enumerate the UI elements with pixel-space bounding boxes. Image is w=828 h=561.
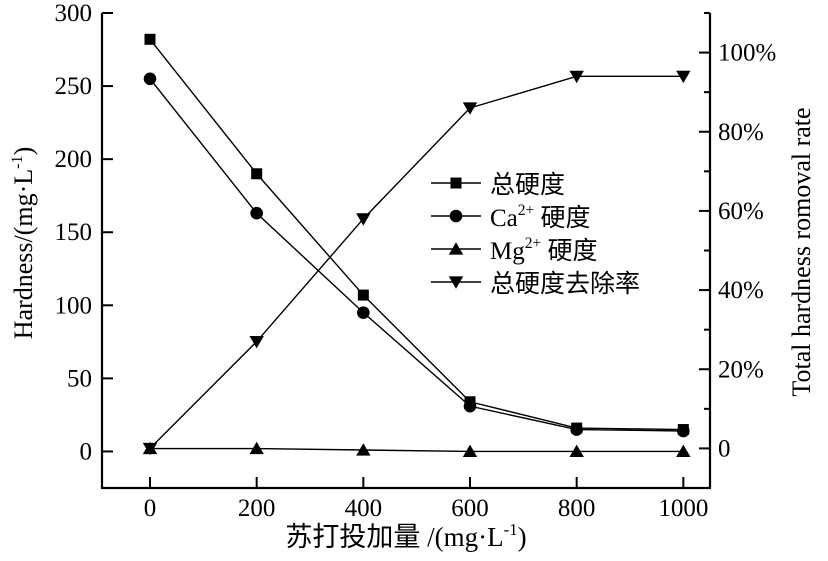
x-axis-title-close: ) xyxy=(517,522,527,552)
left-axis-tick-label: 250 xyxy=(55,73,93,100)
square-marker xyxy=(144,33,156,45)
triangle-up-marker xyxy=(569,444,584,458)
legend-sample-circle xyxy=(431,209,481,222)
x-axis-tick-label: 1000 xyxy=(658,495,708,522)
right-axis-tick-label: 0 xyxy=(718,435,731,462)
left-axis-tick-label: 50 xyxy=(67,365,92,392)
right-axis-title-text: Total hardness romoval rate xyxy=(787,107,816,397)
legend-label: Mg2+ 硬度 xyxy=(490,231,598,267)
right-axis-tick-label: 20% xyxy=(718,356,764,383)
legend: 总硬度 Ca2+ 硬度 Mg2+ 硬度 总硬度去除率 xyxy=(430,166,640,298)
legend-label-text: Ca xyxy=(490,204,518,232)
triangle-down-marker xyxy=(142,442,158,456)
left-axis-tick-label: 150 xyxy=(55,219,93,246)
legend-label-text: 总硬度去除率 xyxy=(490,270,641,298)
x-axis-tick-label: 0 xyxy=(144,495,157,522)
circle-marker xyxy=(449,209,463,222)
left-axis-tick-label: 200 xyxy=(55,146,93,173)
circle-marker xyxy=(463,399,477,413)
legend-label-sup: 2+ xyxy=(524,235,542,253)
legend-label: Ca2+ 硬度 xyxy=(490,198,591,234)
right-axis-tick-label: 80% xyxy=(718,119,764,146)
triangle-down-marker xyxy=(569,70,584,84)
x-axis-title-sup: -1 xyxy=(503,520,518,540)
left-axis-tick-label: 0 xyxy=(80,438,93,465)
series-triangle-up xyxy=(142,441,691,458)
series-line xyxy=(149,38,684,431)
legend-item-triangle-down: 总硬度去除率 xyxy=(430,265,640,298)
series-line xyxy=(150,447,684,453)
x-axis-tick-label: 600 xyxy=(451,495,489,522)
legend-label-post: 硬度 xyxy=(541,237,598,265)
triangle-down-marker xyxy=(356,213,371,226)
triangle-up-marker xyxy=(356,443,371,456)
circle-marker xyxy=(250,206,263,220)
triangle-down-marker xyxy=(249,335,264,349)
right-axis-tick-label: 100% xyxy=(718,40,776,67)
legend-item-circle: Ca2+ 硬度 xyxy=(430,199,640,232)
left-axis-tick-label: 300 xyxy=(55,0,93,27)
left-axis-title-sup: -1 xyxy=(8,155,26,169)
series-circle xyxy=(143,72,690,438)
series-triangle-down xyxy=(142,70,691,456)
legend-sample-triangle-down xyxy=(431,275,481,289)
triangle-up-marker xyxy=(249,441,264,455)
right-axis-tick-label: 60% xyxy=(718,198,764,225)
triangle-down-marker xyxy=(448,275,464,289)
legend-label: 总硬度 xyxy=(490,165,565,201)
triangle-down-marker xyxy=(676,70,691,84)
square-marker xyxy=(357,289,369,301)
right-axis-title: Total hardness romoval rate xyxy=(787,107,817,396)
triangle-up-marker xyxy=(448,241,464,255)
legend-sample-square xyxy=(431,177,481,188)
circle-marker xyxy=(143,72,157,86)
left-axis-title: Hardness/(mg·L-1) xyxy=(9,147,39,340)
x-axis-title-text: 苏打投加量 /(mg·L xyxy=(285,522,504,552)
circle-marker xyxy=(357,306,370,319)
right-axis-tick-label: 40% xyxy=(718,277,764,304)
legend-label-text: 总硬度 xyxy=(490,171,566,199)
triangle-up-marker xyxy=(676,444,691,458)
square-marker xyxy=(251,168,263,180)
legend-label-post: 硬度 xyxy=(534,204,591,232)
x-axis-title: 苏打投加量 /(mg·L-1) xyxy=(102,515,710,554)
triangle-up-marker xyxy=(462,444,478,458)
x-axis-tick-label: 400 xyxy=(345,495,383,522)
legend-label-text: Mg xyxy=(490,237,525,265)
left-axis-title-text: Hardness/(mg·L xyxy=(9,168,38,340)
legend-item-square: 总硬度 xyxy=(430,166,640,199)
triangle-down-marker xyxy=(462,102,478,115)
x-axis-tick-label: 800 xyxy=(558,495,596,522)
legend-label-sup: 2+ xyxy=(517,202,535,220)
legend-sample-triangle-up xyxy=(431,241,481,255)
legend-item-triangle-up: Mg2+ 硬度 xyxy=(430,232,640,265)
series-line xyxy=(149,78,684,432)
left-axis-tick-label: 100 xyxy=(55,292,93,319)
square-marker xyxy=(450,177,462,188)
circle-marker xyxy=(570,423,583,436)
legend-label: 总硬度去除率 xyxy=(490,264,640,300)
x-axis-tick-label: 200 xyxy=(238,495,276,522)
left-axis-title-close: ) xyxy=(9,146,38,156)
circle-marker xyxy=(677,424,690,438)
series-line xyxy=(149,75,684,449)
